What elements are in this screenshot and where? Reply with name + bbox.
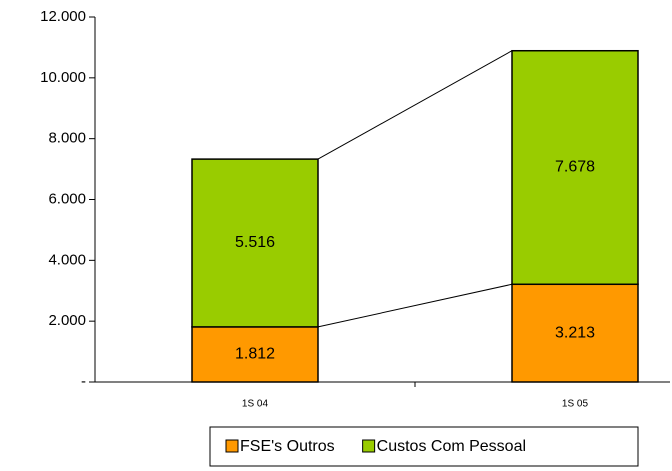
value-label: 5.516 [235, 234, 275, 251]
y-tick-label: 10.000 [40, 69, 86, 86]
y-tick-label: 8.000 [48, 130, 86, 147]
x-tick-label: 1S 04 [242, 399, 269, 410]
connector [317, 283, 513, 328]
y-tick-label: - [81, 373, 86, 390]
legend-label: Custos Com Pessoal [377, 438, 526, 455]
value-label: 7.678 [555, 159, 595, 176]
legend-box [209, 426, 639, 467]
legend-swatch [225, 439, 239, 453]
connector [317, 50, 513, 160]
y-tick-label: 2.000 [48, 312, 86, 329]
y-tick-label: 4.000 [48, 251, 86, 268]
y-tick-label: 6.000 [48, 190, 86, 207]
bar-segment [511, 283, 639, 383]
bar-segment [191, 158, 319, 328]
bar-segment [511, 49, 639, 286]
y-tick-label: 12.000 [40, 8, 86, 25]
legend-label: FSE's Outros [240, 438, 335, 455]
legend-swatch [362, 439, 376, 453]
x-tick-label: 1S 05 [562, 399, 589, 410]
value-label: 1.812 [235, 346, 275, 363]
value-label: 3.213 [555, 324, 595, 341]
